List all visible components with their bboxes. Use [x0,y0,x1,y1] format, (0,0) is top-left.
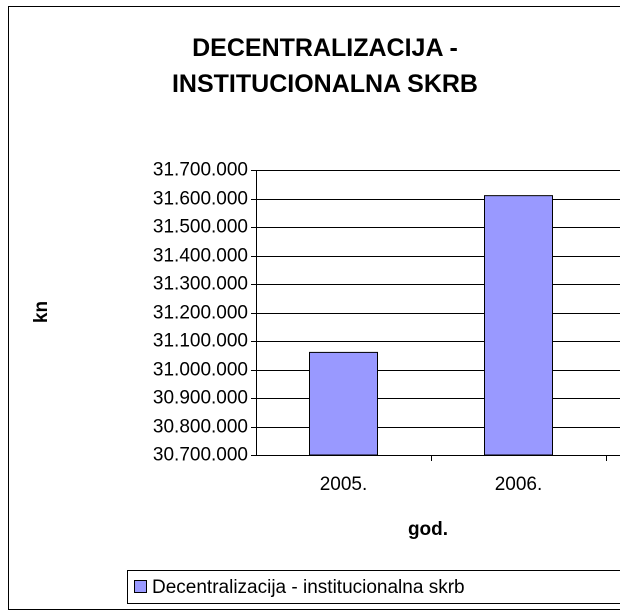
bar [484,195,553,456]
y-tick-label: 30.800.000 [153,417,248,438]
x-tick-label: 2006. [495,474,543,495]
chart-title: DECENTRALIZACIJA - INSTITUCIONALNA SKRB [171,34,478,98]
legend-swatch [134,580,147,593]
y-axis-label: kn [31,301,52,323]
bar [309,351,378,456]
y-tick-label: 31.000.000 [153,360,248,381]
y-tick-label: 30.900.000 [153,388,248,409]
x-axis-label: god. [408,519,448,540]
legend-box [127,570,620,604]
y-tick-label: 31.100.000 [153,331,248,352]
y-tick-label: 31.500.000 [153,217,248,238]
y-tick-label: 31.400.000 [153,246,248,267]
legend-label: Decentralizacija - institucionalna skrb [152,577,465,598]
y-tick-label: 31.700.000 [153,160,248,181]
y-tick-label: 31.300.000 [153,274,248,295]
y-tick-label: 31.600.000 [153,189,248,210]
y-tick-label: 31.200.000 [153,303,248,324]
x-tick-label: 2005. [320,474,368,495]
y-tick-label: 30.700.000 [153,445,248,466]
